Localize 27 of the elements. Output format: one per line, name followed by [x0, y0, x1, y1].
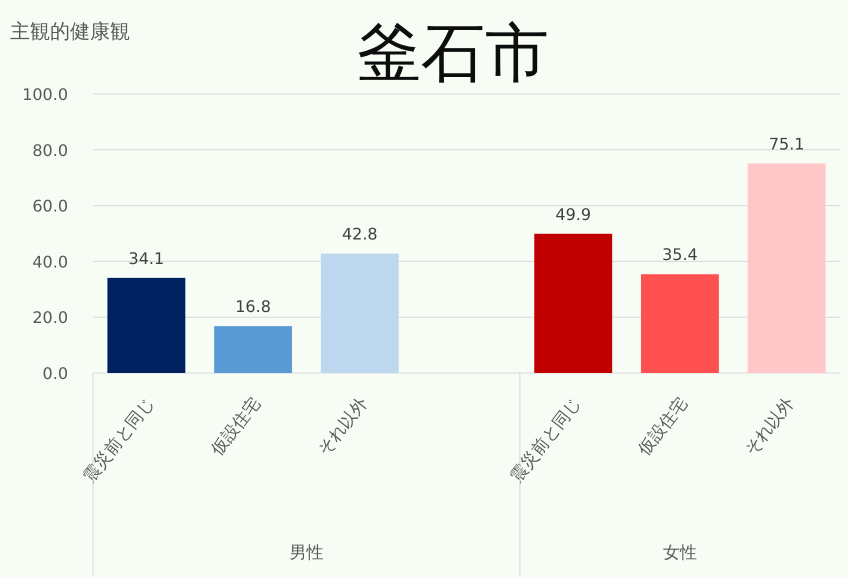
- text: 男性: [289, 543, 324, 563]
- bar: [748, 163, 826, 373]
- data-label: 42.8: [342, 224, 378, 244]
- data-label: 16.8: [235, 297, 271, 316]
- data-label: 34.1: [128, 248, 164, 268]
- y-tick-label: 40.0: [32, 252, 68, 272]
- bar: [214, 326, 292, 373]
- bar: [107, 278, 186, 373]
- y-tick-label: 100.0: [22, 85, 68, 104]
- y-tick-label: 80.0: [32, 140, 68, 160]
- data-label: 75.1: [768, 134, 804, 154]
- bar: [534, 234, 612, 373]
- x-tick-label: それ以外: [314, 394, 372, 460]
- x-tick-label: 仮設住宅: [206, 394, 266, 460]
- chart-title: 釜石市: [357, 17, 549, 91]
- data-label: 35.4: [662, 245, 698, 264]
- text: 女性: [662, 543, 697, 563]
- bar: [640, 274, 719, 373]
- data-label: 49.9: [555, 204, 592, 224]
- x-tick-label: それ以外: [740, 394, 799, 460]
- bar: [320, 254, 399, 373]
- y-axis-title: 主観的健康観: [10, 19, 130, 43]
- y-tick-label: 60.0: [32, 196, 68, 216]
- y-tick-label: 0.0: [42, 364, 68, 383]
- y-tick-label: 20.0: [32, 308, 68, 328]
- x-tick-label: 仮設住宅: [634, 394, 692, 460]
- x-tick-label: 震災前と同じ: [506, 394, 586, 486]
